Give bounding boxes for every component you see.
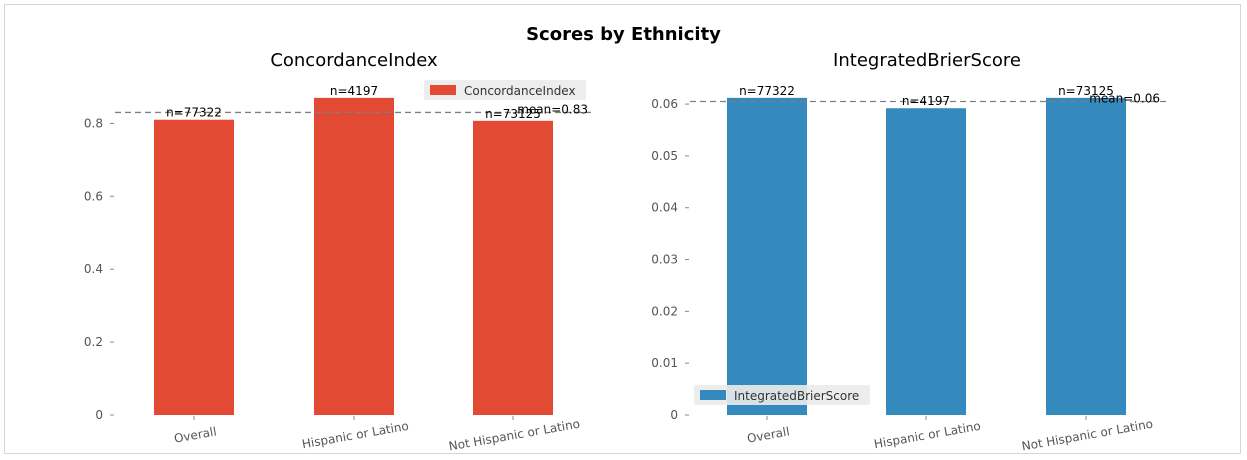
y-tick-label: 0.4: [84, 262, 103, 276]
bar-0-0: [154, 119, 234, 415]
y-tick-label: 0.02: [651, 304, 678, 318]
bar-count-label: n=73125: [1058, 84, 1114, 98]
y-tick-label: 0.8: [84, 116, 103, 130]
bar-1-0: [727, 97, 807, 415]
y-tick-label: 0.05: [651, 149, 678, 163]
bar-0-1: [314, 97, 394, 415]
x-tick-label: Not Hispanic or Latino: [448, 417, 581, 454]
mean-label: mean=0.06: [1089, 91, 1160, 105]
y-tick-label: 0.6: [84, 189, 103, 203]
bar-1-1: [886, 108, 966, 416]
bar-1-2: [1046, 97, 1126, 415]
legend-swatch-0: [430, 85, 456, 95]
bar-count-label: n=77322: [739, 84, 795, 98]
x-tick-label: Overall: [746, 424, 791, 445]
y-tick-label: 0.2: [84, 335, 103, 349]
y-tick-label: 0.04: [651, 201, 678, 215]
legend-label: ConcordanceIndex: [464, 84, 576, 98]
y-tick-label: 0.03: [651, 253, 678, 267]
y-tick-label: 0.01: [651, 356, 678, 370]
figure-title: Scores by Ethnicity: [526, 24, 721, 45]
x-tick-label: Hispanic or Latino: [301, 419, 410, 452]
bar-count-label: n=4197: [330, 84, 378, 98]
x-tick-label: Overall: [173, 424, 218, 445]
legend-label: IntegratedBrierScore: [734, 389, 859, 403]
y-tick-label: 0: [95, 408, 103, 422]
legend-swatch-1: [700, 390, 726, 400]
legend-box-0: [424, 80, 586, 100]
x-tick-label: Hispanic or Latino: [873, 419, 982, 452]
x-tick-label: Not Hispanic or Latino: [1021, 417, 1154, 454]
bar-count-label: n=4197: [902, 94, 950, 108]
mean-label: mean=0.83: [517, 102, 588, 116]
bar-count-label: n=77322: [166, 106, 222, 120]
bar-0-2: [473, 120, 553, 415]
subplot-title-1: IntegratedBrierScore: [833, 50, 1021, 71]
legend-box-1: [694, 385, 870, 405]
y-tick-label: 0.06: [651, 97, 678, 111]
bar-count-label: n=73125: [485, 107, 541, 121]
y-tick-label: 0: [670, 408, 678, 422]
subplot-title-0: ConcordanceIndex: [270, 50, 438, 71]
